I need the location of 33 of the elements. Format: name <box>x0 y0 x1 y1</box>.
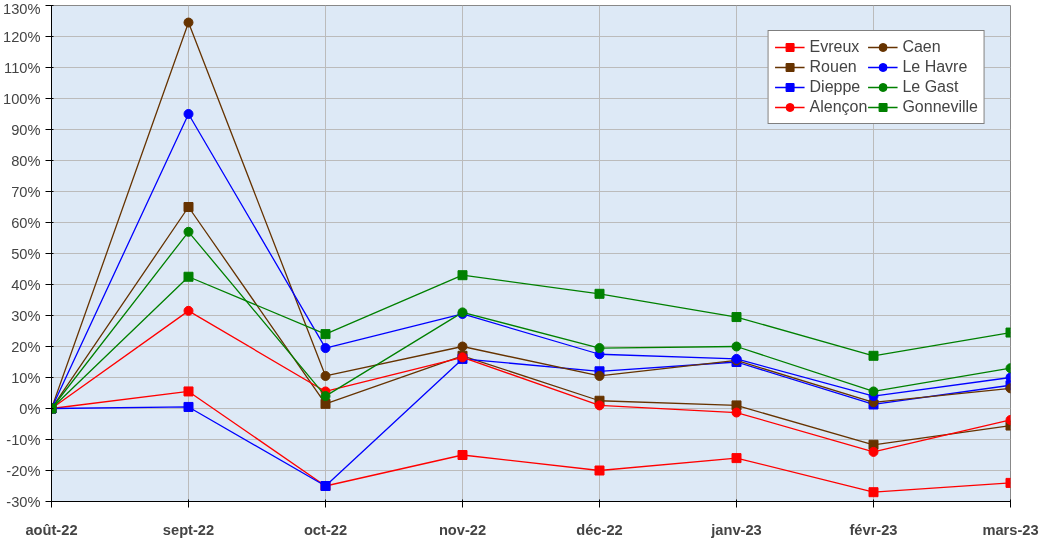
legend-label: Le Gast <box>902 78 959 96</box>
y-tick-label: 20% <box>11 338 41 355</box>
legend-label: Rouen <box>809 58 857 76</box>
y-tick-label: 90% <box>11 121 41 138</box>
y-tick-label: 120% <box>3 28 41 45</box>
legend-label: Gonneville <box>902 98 978 116</box>
legend-label: Alençon <box>809 98 868 116</box>
x-tick-label: janv-23 <box>710 521 762 538</box>
y-tick-label: 50% <box>11 245 41 262</box>
y-tick-label: 30% <box>11 307 41 324</box>
x-tick-label: mars-23 <box>982 521 1039 538</box>
x-tick-label: oct-22 <box>303 521 348 538</box>
y-tick-label: -10% <box>6 431 41 448</box>
legend-label: Caen <box>902 38 941 56</box>
y-tick-label: -20% <box>6 462 41 479</box>
x-tick-label: août-22 <box>25 521 78 538</box>
legend-label: Dieppe <box>809 78 861 96</box>
y-tick-label: 110% <box>4 59 41 76</box>
legend-label: Evreux <box>809 38 860 56</box>
x-tick-label: sept-22 <box>162 521 215 538</box>
y-tick-label: -30% <box>6 493 41 510</box>
x-tick-label: nov-22 <box>438 521 487 538</box>
y-tick-label: 0% <box>19 400 41 417</box>
y-tick-label: 40% <box>11 276 41 293</box>
y-tick-label: 70% <box>11 183 41 200</box>
x-tick-label: févr-23 <box>849 521 898 538</box>
y-tick-label: 80% <box>11 152 41 169</box>
y-tick-label: 60% <box>11 214 41 231</box>
legend-label: Le Havre <box>902 58 968 76</box>
y-tick-label: 10% <box>11 369 41 386</box>
x-tick-label: déc-22 <box>576 521 623 538</box>
y-tick-label: 130% <box>3 0 41 17</box>
y-tick-label: 100% <box>3 90 41 107</box>
